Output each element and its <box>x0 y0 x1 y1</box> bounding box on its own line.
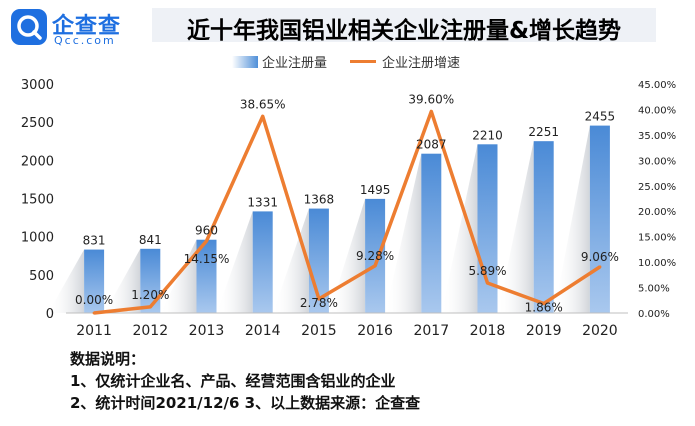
bar-value-label: 841 <box>139 233 162 247</box>
y2-tick-label: 20.00% <box>638 207 676 218</box>
y2-tick-label: 5.00% <box>638 284 670 295</box>
bar <box>477 144 498 313</box>
bar-value-label: 2251 <box>528 125 559 139</box>
growth-value-label: 5.89% <box>468 264 506 278</box>
growth-value-label: 1.20% <box>131 288 169 302</box>
y2-tick-label: 15.00% <box>638 233 676 244</box>
y-tick-label: 2000 <box>21 154 54 169</box>
growth-point <box>92 311 96 315</box>
y2-tick-label: 30.00% <box>638 156 676 167</box>
x-tick-label: 2015 <box>301 323 337 339</box>
legend-bar-swatch <box>232 55 258 68</box>
x-tick-label: 2013 <box>189 323 225 339</box>
bar <box>589 125 610 313</box>
bar-value-label: 2455 <box>585 110 616 124</box>
x-tick-label: 2012 <box>132 323 168 339</box>
bar-value-label: 1495 <box>360 183 391 197</box>
growth-point <box>373 264 377 268</box>
brand-name: 企查查 <box>52 14 122 39</box>
y-tick-label: 1500 <box>21 193 54 208</box>
bar-shadow <box>441 144 478 313</box>
bar-shadow <box>48 249 85 313</box>
y-tick-label: 0 <box>46 307 54 322</box>
bar-shadow <box>497 141 534 313</box>
y-tick-label: 2500 <box>21 116 54 131</box>
legend-label-growth: 企业注册增速 <box>382 56 461 71</box>
data-notes: 数据说明： 1、仅统计企业名、产品、经营范围含铝业的企业 2、统计时间2021/… <box>70 348 420 414</box>
y2-tick-label: 45.00% <box>638 80 676 91</box>
notes-heading: 数据说明： <box>70 350 146 368</box>
bar-shadow <box>216 211 253 313</box>
y2-tick-label: 35.00% <box>638 131 676 142</box>
legend-item-registrations: 企业注册量 <box>232 52 327 71</box>
bar-value-label: 831 <box>83 234 106 248</box>
brand-logo: 企查查 Qcc.com <box>10 6 150 50</box>
growth-value-label: 2.78% <box>300 296 338 310</box>
notes-line-2: 2、统计时间2021/12/6 3、以上数据来源：企查查 <box>70 394 421 412</box>
growth-point <box>542 302 546 306</box>
growth-point <box>598 265 602 269</box>
y-tick-label: 500 <box>29 269 54 284</box>
growth-line <box>93 109 601 315</box>
growth-value-label: 14.15% <box>184 252 230 266</box>
x-tick-label: 2011 <box>76 323 112 339</box>
x-tick-label: 2014 <box>245 323 281 339</box>
bar-shadow <box>553 125 590 313</box>
x-tick-label: 2016 <box>357 323 393 339</box>
bar <box>196 239 217 313</box>
growth-value-label: 39.60% <box>408 92 454 106</box>
y2-tick-label: 40.00% <box>638 105 676 116</box>
bar <box>365 198 386 313</box>
y-tick-label: 3000 <box>21 78 54 93</box>
bar <box>252 211 273 313</box>
title-band: 近十年我国铝业相关企业注册量&增长趋势 <box>152 8 656 44</box>
bar-value-label: 1331 <box>247 195 278 209</box>
x-tick-label: 2020 <box>582 323 618 339</box>
growth-point <box>148 305 152 309</box>
y2-tick-label: 25.00% <box>638 182 676 193</box>
growth-point <box>205 239 208 243</box>
growth-value-label: 0.00% <box>75 293 113 307</box>
bar-shadow <box>329 198 366 313</box>
growth-value-label: 9.06% <box>581 250 619 264</box>
y-tick-label: 1000 <box>21 231 54 246</box>
bar-value-label: 1368 <box>304 193 335 207</box>
notes-line-1: 1、仅统计企业名、产品、经营范围含铝业的企业 <box>70 372 396 390</box>
legend-label-registrations: 企业注册量 <box>262 56 328 71</box>
growth-point <box>317 297 321 301</box>
x-tick-label: 2017 <box>413 323 449 339</box>
bar-shadow <box>160 239 197 313</box>
bar-value-label: 960 <box>195 224 218 238</box>
legend-line-swatch <box>350 60 376 63</box>
x-tick-label: 2019 <box>526 323 562 339</box>
growth-point <box>261 114 265 118</box>
bar <box>84 249 105 313</box>
growth-point <box>486 281 489 285</box>
bar <box>533 141 554 313</box>
growth-value-label: 9.28% <box>356 249 394 263</box>
x-tick-label: 2018 <box>470 323 506 339</box>
bar-value-label: 2210 <box>472 128 503 142</box>
growth-point <box>429 109 433 113</box>
bar <box>421 153 442 313</box>
qcc-logo-icon <box>11 9 47 45</box>
growth-value-label: 38.65% <box>240 97 286 111</box>
y2-tick-label: 0.00% <box>638 309 670 320</box>
y2-tick-label: 10.00% <box>638 258 676 269</box>
chart-title: 近十年我国铝业相关企业注册量&增长趋势 <box>186 18 622 44</box>
growth-value-label: 1.86% <box>525 301 563 315</box>
legend-item-growth: 企业注册增速 <box>350 52 460 71</box>
brand-sub: Qcc.com <box>54 34 116 47</box>
bar-shadow <box>385 153 422 313</box>
bar-value-label: 2087 <box>416 138 447 152</box>
bar-shadow <box>104 248 141 313</box>
bar <box>140 248 161 313</box>
